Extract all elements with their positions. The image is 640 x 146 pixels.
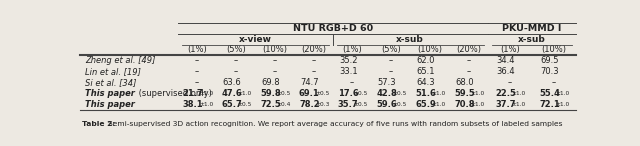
Text: (supervised only): (supervised only) bbox=[136, 89, 211, 98]
Text: 59.6: 59.6 bbox=[376, 100, 397, 109]
Text: x-sub: x-sub bbox=[396, 34, 424, 44]
Text: 47.6: 47.6 bbox=[221, 89, 243, 98]
Text: 22.5: 22.5 bbox=[495, 89, 516, 98]
Text: –: – bbox=[195, 57, 199, 65]
Text: –: – bbox=[552, 78, 556, 87]
Text: ±1.0: ±1.0 bbox=[511, 102, 526, 107]
Text: Zheng et al. [49]: Zheng et al. [49] bbox=[85, 57, 156, 65]
Text: ±0.5: ±0.5 bbox=[354, 91, 368, 96]
Text: 69.1: 69.1 bbox=[299, 89, 320, 98]
Text: –: – bbox=[195, 78, 199, 87]
Text: –: – bbox=[234, 67, 238, 76]
Text: ±0.5: ±0.5 bbox=[315, 91, 330, 96]
Text: 64.3: 64.3 bbox=[416, 78, 435, 87]
Text: This paper: This paper bbox=[85, 100, 135, 109]
Text: Table 2:: Table 2: bbox=[83, 121, 118, 127]
Text: –: – bbox=[195, 67, 199, 76]
Text: –: – bbox=[311, 57, 316, 65]
Text: x-sub: x-sub bbox=[518, 34, 546, 44]
Text: 37.7: 37.7 bbox=[495, 100, 516, 109]
Text: ±1.0: ±1.0 bbox=[199, 102, 213, 107]
Text: 62.0: 62.0 bbox=[417, 57, 435, 65]
Text: 65.9: 65.9 bbox=[415, 100, 436, 109]
Text: 63.6: 63.6 bbox=[223, 78, 241, 87]
Text: ±0.5: ±0.5 bbox=[392, 91, 407, 96]
Text: 33.1: 33.1 bbox=[339, 67, 357, 76]
Text: ±0.5: ±0.5 bbox=[392, 102, 407, 107]
Text: –: – bbox=[234, 57, 238, 65]
Text: Si et al. [34]: Si et al. [34] bbox=[85, 78, 136, 87]
Text: 59.8: 59.8 bbox=[260, 89, 281, 98]
Text: –: – bbox=[273, 67, 276, 76]
Text: –: – bbox=[388, 67, 393, 76]
Text: (10%): (10%) bbox=[262, 46, 287, 54]
Text: ±1.0: ±1.0 bbox=[237, 91, 252, 96]
Text: –: – bbox=[466, 67, 470, 76]
Text: 65.1: 65.1 bbox=[417, 67, 435, 76]
Text: ±1.0: ±1.0 bbox=[470, 102, 484, 107]
Text: (10%): (10%) bbox=[541, 46, 566, 54]
Text: Lin et al. [19]: Lin et al. [19] bbox=[85, 67, 141, 76]
Text: (1%): (1%) bbox=[188, 46, 207, 54]
Text: (1%): (1%) bbox=[342, 46, 362, 54]
Text: 70.8: 70.8 bbox=[454, 100, 475, 109]
Text: (10%): (10%) bbox=[417, 46, 442, 54]
Text: 35.2: 35.2 bbox=[339, 57, 357, 65]
Text: 21.7: 21.7 bbox=[183, 89, 204, 98]
Text: 72.5: 72.5 bbox=[260, 100, 281, 109]
Text: 69.8: 69.8 bbox=[261, 78, 280, 87]
Text: 74.7: 74.7 bbox=[300, 78, 319, 87]
Text: –: – bbox=[273, 57, 276, 65]
Text: NTU RGB+D 60: NTU RGB+D 60 bbox=[292, 24, 372, 33]
Text: ±0.3: ±0.3 bbox=[315, 102, 330, 107]
Text: 78.2: 78.2 bbox=[299, 100, 320, 109]
Text: This paper: This paper bbox=[85, 89, 135, 98]
Text: 72.1: 72.1 bbox=[540, 100, 561, 109]
Text: –: – bbox=[388, 57, 393, 65]
Text: 51.6: 51.6 bbox=[415, 89, 436, 98]
Text: –: – bbox=[311, 67, 316, 76]
Text: 35.7: 35.7 bbox=[338, 100, 358, 109]
Text: ±1.0: ±1.0 bbox=[431, 102, 445, 107]
Text: ±0.5: ±0.5 bbox=[276, 91, 291, 96]
Text: 42.8: 42.8 bbox=[376, 89, 397, 98]
Text: 59.5: 59.5 bbox=[454, 89, 475, 98]
Text: 57.3: 57.3 bbox=[378, 78, 396, 87]
Text: 17.6: 17.6 bbox=[338, 89, 358, 98]
Text: (1%): (1%) bbox=[500, 46, 520, 54]
Text: –: – bbox=[350, 78, 354, 87]
Text: 70.3: 70.3 bbox=[541, 67, 559, 76]
Text: Semi-supervised 3D action recognition. We report average accuracy of five runs w: Semi-supervised 3D action recognition. W… bbox=[108, 121, 563, 127]
Text: ±0.4: ±0.4 bbox=[276, 102, 291, 107]
Text: PKU-MMD I: PKU-MMD I bbox=[502, 24, 561, 33]
Text: (5%): (5%) bbox=[381, 46, 401, 54]
Text: ±0.5: ±0.5 bbox=[237, 102, 252, 107]
Text: ±1.0: ±1.0 bbox=[556, 102, 570, 107]
Text: 36.4: 36.4 bbox=[497, 67, 515, 76]
Text: (20%): (20%) bbox=[456, 46, 481, 54]
Text: ±1.0: ±1.0 bbox=[431, 91, 445, 96]
Text: (5%): (5%) bbox=[226, 46, 246, 54]
Text: –: – bbox=[466, 57, 470, 65]
Text: x-view: x-view bbox=[239, 34, 272, 44]
Text: 65.7: 65.7 bbox=[221, 100, 243, 109]
Text: 34.4: 34.4 bbox=[497, 57, 515, 65]
Text: ±1.0: ±1.0 bbox=[556, 91, 570, 96]
Text: ±0.5: ±0.5 bbox=[354, 102, 368, 107]
Text: ±1.0: ±1.0 bbox=[470, 91, 484, 96]
Text: ±1.0: ±1.0 bbox=[199, 91, 213, 96]
Text: ±1.0: ±1.0 bbox=[511, 91, 526, 96]
Text: –: – bbox=[508, 78, 512, 87]
Text: 55.4: 55.4 bbox=[540, 89, 561, 98]
Text: (20%): (20%) bbox=[301, 46, 326, 54]
Text: 68.0: 68.0 bbox=[455, 78, 474, 87]
Text: 69.5: 69.5 bbox=[541, 57, 559, 65]
Text: 38.1: 38.1 bbox=[183, 100, 204, 109]
